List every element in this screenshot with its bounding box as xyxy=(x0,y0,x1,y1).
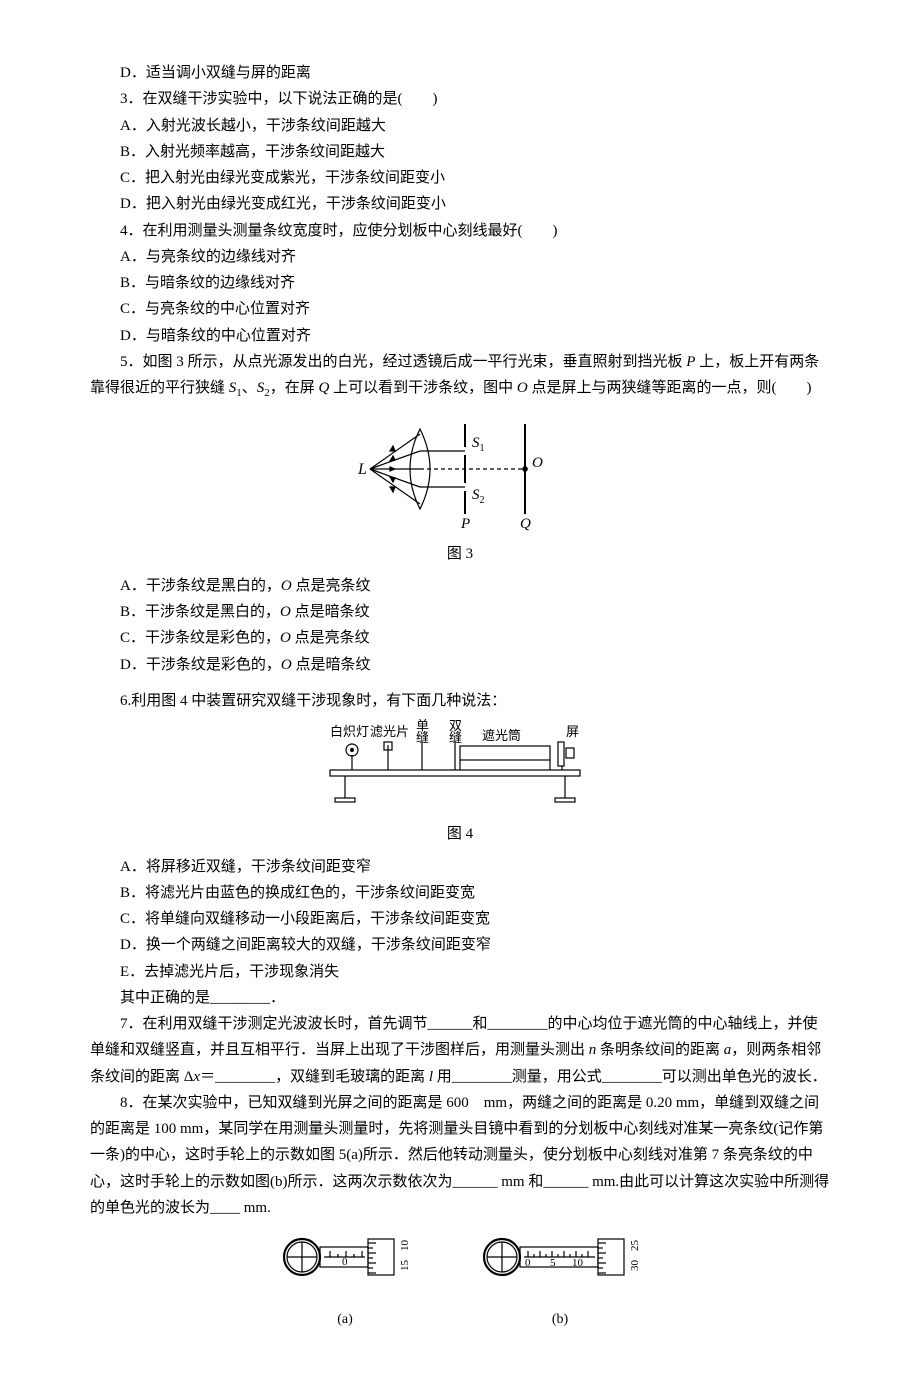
figure-5a: 0 10 15 (a) xyxy=(280,1229,410,1333)
figure-3-label-q: Q xyxy=(520,516,531,532)
figure-4-double-label-2: 缝 xyxy=(449,730,462,745)
figure-5b-label: (b) xyxy=(480,1308,640,1333)
q6-option-a: A．将屏移近双缝，干涉条纹间距变窄 xyxy=(90,854,830,880)
figure-4-tube-label: 遮光筒 xyxy=(482,728,521,743)
figure-5b-main-10: 10 xyxy=(572,1257,584,1269)
q5-option-b: B．干涉条纹是黑白的，O 点是暗条纹 xyxy=(90,599,830,625)
q6-stem: 6.利用图 4 中装置研究双缝干涉现象时，有下面几种说法： xyxy=(90,688,830,714)
figure-4-filter-label: 滤光片 xyxy=(370,724,409,739)
svg-text:S1: S1 xyxy=(472,435,485,454)
figure-3: L S1 S2 P Q O 图 3 xyxy=(90,409,830,567)
figure-5b-main-0: 0 xyxy=(525,1257,531,1269)
q4-option-c: C．与亮条纹的中心位置对齐 xyxy=(90,296,830,322)
figure-4: 白炽灯 滤光片 单 缝 双 缝 遮光筒 屏 图 4 xyxy=(90,720,830,848)
figure-5b: 0 5 10 25 30 (b) xyxy=(480,1229,640,1333)
figure-3-label-l: L xyxy=(357,461,367,478)
figure-3-label-s1-sub: 1 xyxy=(480,443,485,454)
figure-5b-main-5: 5 xyxy=(550,1257,556,1269)
figure-3-caption: 图 3 xyxy=(90,541,830,567)
q5-option-a: A．干涉条纹是黑白的，O 点是亮条纹 xyxy=(90,573,830,599)
q6-option-b: B．将滤光片由蓝色的换成红色的，干涉条纹间距变宽 xyxy=(90,880,830,906)
figure-3-label-s2-sub: 2 xyxy=(480,495,485,506)
q3-stem: 3．在双缝干涉实验中，以下说法正确的是( ) xyxy=(90,86,830,112)
figure-5: 0 10 15 (a) xyxy=(90,1229,830,1333)
q5-stem-c: 、 xyxy=(242,380,257,396)
q8-text: 8．在某次实验中，已知双缝到光屏之间的距离是 600 mm，两缝之间的距离是 0… xyxy=(90,1090,830,1221)
q3-option-a: A．入射光波长越小，干涉条纹间距越大 xyxy=(90,113,830,139)
q5-stem-f: 点是屏上与两狭缝等距离的一点，则( ) xyxy=(528,380,812,396)
q3-option-d: D．把入射光由绿光变成红光，干涉条纹间距变小 xyxy=(90,191,830,217)
figure-4-caption: 图 4 xyxy=(90,821,830,847)
figure-5b-drum-30: 30 xyxy=(629,1260,640,1272)
svg-text:S2: S2 xyxy=(472,487,485,506)
q6-option-c: C．将单缝向双缝移动一小段距离后，干涉条纹间距变宽 xyxy=(90,906,830,932)
q5-stem-e: 上可以看到干涉条纹，图中 xyxy=(329,380,517,396)
q5-option-c: C．干涉条纹是彩色的，O 点是亮条纹 xyxy=(90,625,830,651)
q4-option-a: A．与亮条纹的边缘线对齐 xyxy=(90,244,830,270)
q7-text: 7．在利用双缝干涉测定光波波长时，首先调节______和________的中心均… xyxy=(90,1011,830,1090)
q5-stem-a: 5．如图 3 所示，从点光源发出的白光，经过透镜后成一平行光束，垂直照射到挡光板 xyxy=(120,354,686,370)
figure-5a-drum-10: 10 xyxy=(399,1240,410,1252)
q6-option-e: E．去掉滤光片后，干涉现象消失 xyxy=(90,959,830,985)
figure-5b-drum-25: 25 xyxy=(629,1240,640,1252)
q6-option-d: D．换一个两缝之间距离较大的双缝，干涉条纹间距变窄 xyxy=(90,932,830,958)
figure-3-label-p: P xyxy=(460,516,470,532)
q4-stem: 4．在利用测量头测量条纹宽度时，应使分划板中心刻线最好( ) xyxy=(90,218,830,244)
q6-tail: 其中正确的是________． xyxy=(90,985,830,1011)
q5-option-d: D．干涉条纹是彩色的，O 点是暗条纹 xyxy=(90,652,830,678)
q4-option-d: D．与暗条纹的中心位置对齐 xyxy=(90,323,830,349)
figure-3-label-o: O xyxy=(532,455,543,471)
figure-4-single-label-2: 缝 xyxy=(416,730,429,745)
q3-option-c: C．把入射光由绿光变成紫光，干涉条纹间距变小 xyxy=(90,165,830,191)
figure-4-screen-label: 屏 xyxy=(566,724,579,739)
figure-4-lamp-label: 白炽灯 xyxy=(330,724,369,739)
q4-option-b: B．与暗条纹的边缘线对齐 xyxy=(90,270,830,296)
q2-option-d: D．适当调小双缝与屏的距离 xyxy=(90,60,830,86)
q3-option-b: B．入射光频率越高，干涉条纹间距越大 xyxy=(90,139,830,165)
figure-5a-label: (a) xyxy=(280,1308,410,1333)
figure-5a-main-0: 0 xyxy=(342,1256,348,1268)
q5-stem: 5．如图 3 所示，从点光源发出的白光，经过透镜后成一平行光束，垂直照射到挡光板… xyxy=(90,349,830,404)
figure-5a-drum-15: 15 xyxy=(399,1260,410,1272)
q5-stem-d: ，在屏 xyxy=(270,380,319,396)
